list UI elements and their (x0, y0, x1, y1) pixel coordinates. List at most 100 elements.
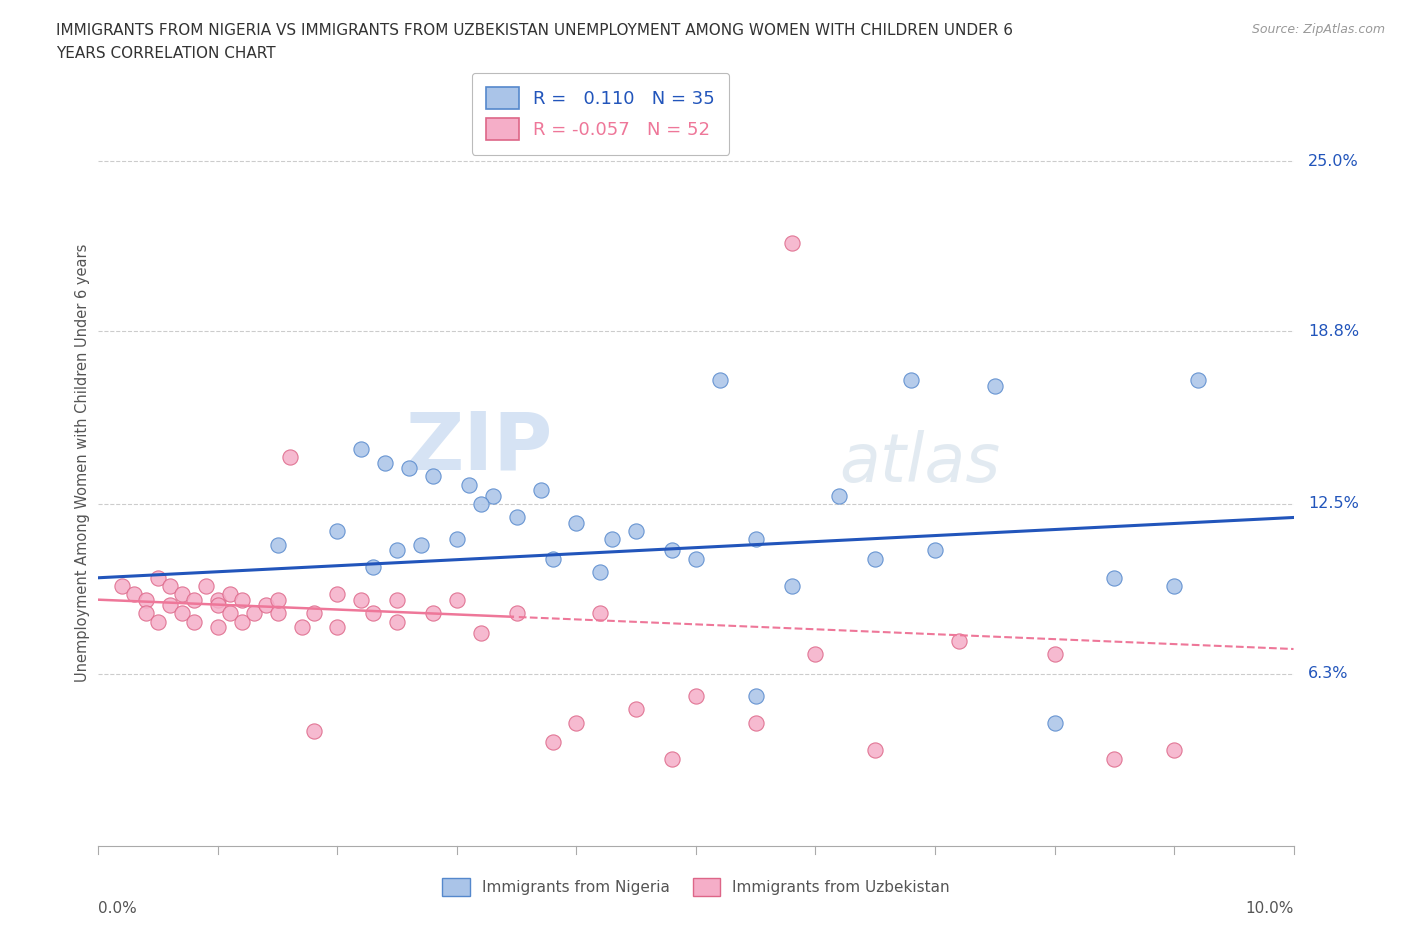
Point (302, 606, 325, 621)
Point (267, 606, 290, 621)
Point (231, 592, 253, 607)
Point (1104, 570, 1126, 585)
Point (111, 578, 134, 593)
Text: 18.8%: 18.8% (1308, 324, 1360, 339)
Point (207, 598, 229, 613)
Point (541, 735, 564, 750)
Point (195, 578, 218, 593)
Point (470, 497, 492, 512)
Point (350, 592, 373, 607)
Point (685, 688, 707, 703)
Point (135, 606, 157, 621)
Point (219, 606, 242, 621)
Point (243, 606, 266, 621)
Point (374, 455, 396, 470)
Point (267, 592, 290, 607)
Point (254, 598, 277, 613)
Point (159, 578, 181, 593)
Point (541, 551, 564, 566)
Point (1187, 373, 1209, 388)
Point (159, 598, 181, 613)
Point (446, 532, 468, 547)
Point (326, 619, 349, 634)
Legend: Immigrants from Nigeria, Immigrants from Uzbekistan: Immigrants from Nigeria, Immigrants from… (434, 870, 957, 904)
Text: 25.0%: 25.0% (1308, 153, 1358, 168)
Point (506, 510, 529, 525)
Point (385, 592, 409, 607)
Point (1043, 647, 1066, 662)
Point (530, 483, 553, 498)
Point (709, 373, 731, 388)
Point (278, 450, 301, 465)
Point (1104, 751, 1126, 766)
Point (135, 592, 157, 607)
Point (602, 532, 624, 547)
Point (148, 570, 170, 585)
Point (446, 592, 468, 607)
Point (363, 606, 385, 621)
Point (398, 460, 420, 475)
Point (626, 524, 648, 538)
Point (411, 538, 433, 552)
Text: ZIP: ZIP (405, 408, 553, 486)
Point (267, 538, 290, 552)
Point (422, 606, 444, 621)
Point (148, 614, 170, 629)
Text: IMMIGRANTS FROM NIGERIA VS IMMIGRANTS FROM UZBEKISTAN UNEMPLOYMENT AMONG WOMEN W: IMMIGRANTS FROM NIGERIA VS IMMIGRANTS FR… (56, 23, 1014, 38)
Point (865, 551, 887, 566)
Point (924, 543, 946, 558)
Point (385, 614, 409, 629)
Point (828, 488, 851, 503)
Point (183, 614, 205, 629)
Point (506, 606, 529, 621)
Point (685, 551, 707, 566)
Point (804, 647, 827, 662)
Point (900, 373, 922, 388)
Point (661, 543, 683, 558)
Point (302, 724, 325, 738)
Text: YEARS CORRELATION CHART: YEARS CORRELATION CHART (56, 46, 276, 61)
Point (350, 442, 373, 457)
Point (1043, 715, 1066, 730)
Point (745, 715, 768, 730)
Point (124, 587, 146, 602)
Point (231, 614, 253, 629)
Point (626, 702, 648, 717)
Point (291, 619, 314, 634)
Point (865, 743, 887, 758)
Point (363, 559, 385, 574)
Text: atlas: atlas (839, 430, 1001, 496)
Text: 12.5%: 12.5% (1308, 497, 1358, 512)
Point (780, 236, 803, 251)
Y-axis label: Unemployment Among Women with Children Under 6 years: Unemployment Among Women with Children U… (75, 244, 90, 682)
Text: 0.0%: 0.0% (98, 901, 138, 916)
Point (1163, 743, 1185, 758)
Point (661, 751, 683, 766)
Point (385, 543, 409, 558)
Text: 10.0%: 10.0% (1246, 901, 1294, 916)
Point (589, 565, 612, 579)
Point (780, 578, 803, 593)
Point (183, 592, 205, 607)
Point (458, 477, 481, 492)
Point (745, 688, 768, 703)
Point (219, 587, 242, 602)
Point (326, 587, 349, 602)
Point (481, 488, 505, 503)
Point (565, 715, 588, 730)
Point (172, 606, 194, 621)
Point (207, 592, 229, 607)
Point (565, 515, 588, 530)
Point (422, 469, 444, 484)
Point (470, 625, 492, 640)
Point (984, 379, 1007, 393)
Point (745, 532, 768, 547)
Point (172, 587, 194, 602)
Point (589, 606, 612, 621)
Text: 6.3%: 6.3% (1308, 666, 1348, 681)
Point (948, 633, 970, 648)
Point (207, 619, 229, 634)
Point (1163, 578, 1185, 593)
Point (326, 524, 349, 538)
Text: Source: ZipAtlas.com: Source: ZipAtlas.com (1251, 23, 1385, 36)
